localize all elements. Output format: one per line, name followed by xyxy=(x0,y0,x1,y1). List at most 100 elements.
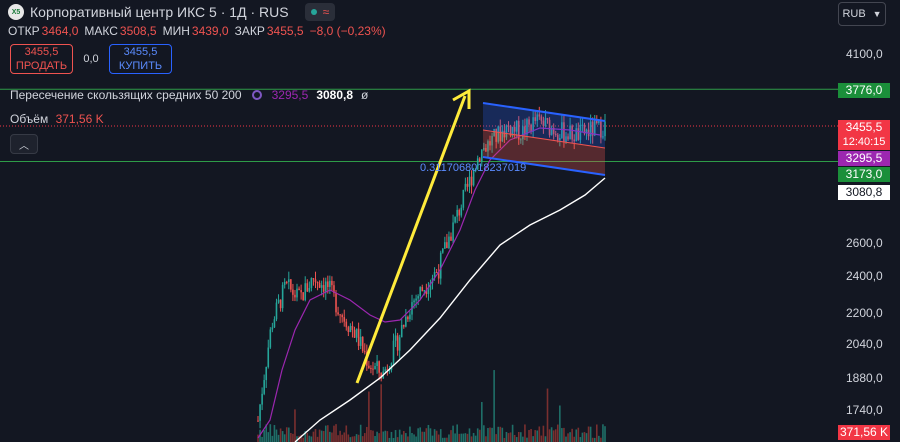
volume-bar xyxy=(265,424,268,442)
candle-body xyxy=(460,207,463,216)
volume-bar xyxy=(427,424,430,442)
candle-body xyxy=(388,369,391,371)
volume-bar xyxy=(271,435,274,442)
market-status[interactable]: ≈ xyxy=(304,3,336,21)
volume-bar xyxy=(561,428,563,442)
candle-body xyxy=(532,117,534,132)
volume-bar xyxy=(281,431,284,442)
candle-body xyxy=(511,126,514,136)
candle-body xyxy=(526,119,528,135)
volume-bar xyxy=(546,388,549,442)
candle-body xyxy=(296,288,298,298)
volume-bar xyxy=(528,430,530,442)
volume-value: 371,56 K xyxy=(55,112,104,126)
volume-bar xyxy=(511,424,514,442)
volume-bar xyxy=(378,433,380,442)
volume-bar xyxy=(439,429,442,442)
indicator-legend[interactable]: Пересечение скользящих средних 50 200 32… xyxy=(10,88,368,102)
candle-body xyxy=(361,336,364,352)
candle-body xyxy=(604,121,606,137)
candle-body xyxy=(300,290,302,293)
volume-bar xyxy=(257,434,259,442)
volume-bar xyxy=(581,432,584,442)
candle-body xyxy=(591,121,594,136)
symbol-title[interactable]: Корпоративный центр ИКС 5 · 1Д · RUS xyxy=(30,4,289,20)
candle-body xyxy=(522,126,524,140)
channel-lower-fill xyxy=(483,130,605,175)
candle-body xyxy=(503,130,506,138)
volume-bar xyxy=(595,424,598,442)
candle-body xyxy=(544,118,547,126)
candle-body xyxy=(567,136,569,140)
candle-body xyxy=(595,120,598,123)
indicator-name: Пересечение скользящих средних 50 200 xyxy=(10,88,242,102)
candle-body xyxy=(554,133,557,135)
volume-bar xyxy=(542,425,545,442)
price-axis-label: 12:40:15 xyxy=(838,135,890,150)
candle-body xyxy=(489,141,491,146)
candle-body xyxy=(275,302,278,320)
volume-bar xyxy=(339,430,341,442)
y-tick-label: 4100,0 xyxy=(846,47,883,61)
candle-body xyxy=(563,122,565,143)
collapse-legend-button[interactable]: ︿ xyxy=(10,134,38,154)
sell-button[interactable]: 3455,5 ПРОДАТЬ xyxy=(10,44,73,74)
candle-body xyxy=(316,282,319,284)
volume-bar xyxy=(320,430,323,442)
candle-body xyxy=(345,321,348,328)
ma200-value: 3080,8 xyxy=(316,88,354,102)
market-open-dot-icon xyxy=(310,9,317,15)
volume-bar xyxy=(513,434,516,442)
volume-bar xyxy=(495,434,497,442)
candle-body xyxy=(433,272,436,278)
fib-channel-label: 0.3117068018237019 xyxy=(420,162,527,174)
candle-body xyxy=(331,280,333,286)
volume-bar xyxy=(374,436,376,442)
volume-bar xyxy=(550,427,553,442)
candle-body xyxy=(468,176,471,187)
candle-body xyxy=(441,248,444,253)
volume-bar xyxy=(462,433,465,442)
volume-bar xyxy=(324,425,327,442)
candle-body xyxy=(370,367,372,369)
volume-legend[interactable]: Объём 371,56 K xyxy=(10,112,104,126)
candle-body xyxy=(269,329,272,348)
volume-bar xyxy=(349,437,352,442)
volume-bar xyxy=(501,427,504,442)
volume-bar xyxy=(335,424,337,442)
candle-body xyxy=(409,314,411,320)
volume-bar xyxy=(470,436,473,442)
volume-bar xyxy=(567,433,569,442)
price-axis-label: 371,56 K xyxy=(838,425,890,440)
candle-body xyxy=(287,279,290,283)
buy-price: 3455,5 xyxy=(123,46,158,58)
volume-bar xyxy=(600,437,602,442)
volume-bar xyxy=(302,437,304,442)
volume-bar xyxy=(583,432,586,442)
candle-body xyxy=(413,300,415,303)
currency-selector[interactable]: RUB ▼ xyxy=(838,2,886,26)
trend-arrow-line xyxy=(355,95,467,384)
volume-bar xyxy=(363,433,366,442)
volume-bar xyxy=(285,427,288,442)
volume-bar xyxy=(481,402,483,442)
volume-bar xyxy=(370,430,372,442)
candle-body xyxy=(585,129,588,134)
price-axis-label: 3173,0 xyxy=(838,167,890,182)
volume-bar xyxy=(351,436,354,442)
volume-bar xyxy=(386,431,389,442)
candle-body xyxy=(448,236,450,249)
volume-bar xyxy=(571,428,573,442)
candle-body xyxy=(380,372,382,379)
candle-body xyxy=(548,119,551,136)
candle-body xyxy=(487,141,489,152)
volume-bar xyxy=(277,434,280,442)
candle-body xyxy=(277,299,280,303)
candle-body xyxy=(283,281,286,285)
candle-body xyxy=(318,282,321,288)
symbol-logo: X5 xyxy=(8,4,24,20)
volume-bar xyxy=(509,432,512,442)
buy-button[interactable]: 3455,5 КУПИТЬ xyxy=(109,44,172,74)
volume-bar xyxy=(273,425,276,442)
